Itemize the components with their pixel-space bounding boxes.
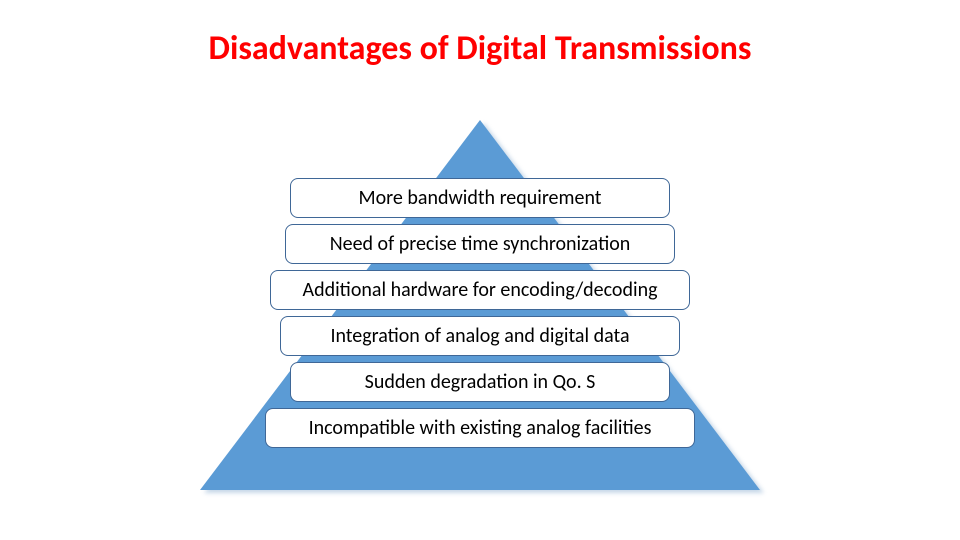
slide: Disadvantages of Digital Transmissions M… — [0, 0, 960, 540]
pyramid-item: Integration of analog and digital data — [280, 316, 680, 356]
pyramid-item: Incompatible with existing analog facili… — [265, 408, 695, 448]
page-title: Disadvantages of Digital Transmissions — [0, 28, 960, 69]
pyramid-diagram: More bandwidth requirement Need of preci… — [170, 120, 790, 500]
pyramid-item: More bandwidth requirement — [290, 178, 670, 218]
pyramid-item: Sudden degradation in Qo. S — [290, 362, 670, 402]
pyramid-item: Additional hardware for encoding/decodin… — [270, 270, 690, 310]
pyramid-item: Need of precise time synchronization — [285, 224, 675, 264]
